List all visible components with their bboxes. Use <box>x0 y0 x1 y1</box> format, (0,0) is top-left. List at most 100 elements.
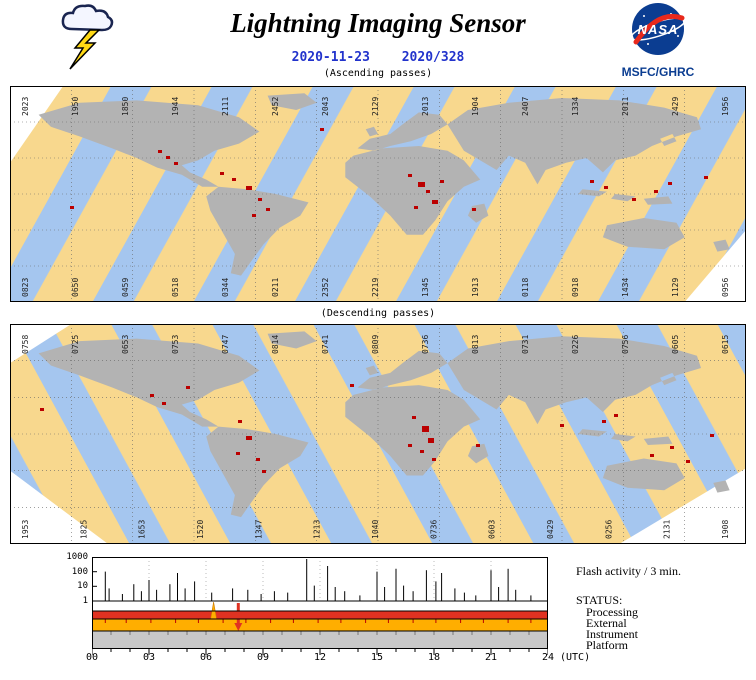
lightning-flash-mark <box>650 454 654 457</box>
status-row-processing: Processing <box>586 605 638 619</box>
status-bar-external <box>92 611 548 619</box>
no-coverage-wedge <box>684 230 746 302</box>
date-doy-link[interactable]: 2020/328 <box>401 50 465 65</box>
lightning-flash-mark <box>246 186 252 190</box>
orbit-number: 0605 <box>671 335 680 354</box>
orbit-number: 0731 <box>521 335 530 354</box>
lightning-flash-mark <box>158 150 162 153</box>
orbit-number: 0809 <box>371 335 380 354</box>
orbit-number: 0756 <box>621 335 630 354</box>
orbit-number: 0256 <box>604 520 613 539</box>
nasa-block: NASA MSFC/GHRC <box>620 2 696 79</box>
status-row-external: External <box>586 616 627 630</box>
date-iso-link[interactable]: 2020-11-23 <box>291 50 370 65</box>
x-tick-label: 06 <box>200 652 213 663</box>
y-tick-label: 1 <box>82 596 88 606</box>
orbit-number: 1434 <box>621 278 630 297</box>
lightning-flash-mark <box>166 156 170 159</box>
page-title: Lightning Imaging Sensor <box>230 8 526 38</box>
status-row-platform: Platform <box>586 638 628 652</box>
lightning-flash-mark <box>668 182 672 185</box>
x-tick-label: 00 <box>86 652 99 663</box>
status-bar-processing <box>92 601 548 611</box>
status-row-instrument: Instrument <box>586 627 638 641</box>
lightning-flash-mark <box>604 186 608 189</box>
lightning-flash-mark <box>710 434 714 437</box>
status-label: STATUS: <box>576 593 623 607</box>
lightning-flash-mark <box>440 180 444 183</box>
orbit-number: 1950 <box>71 97 80 116</box>
lightning-flash-mark <box>246 436 252 440</box>
orbit-number: 2043 <box>321 97 330 116</box>
lightning-flash-mark <box>162 402 166 405</box>
lightning-flash-mark <box>602 420 606 423</box>
lightning-flash-mark <box>186 386 190 389</box>
orbit-number: 0459 <box>121 278 130 297</box>
x-tick-label: 18 <box>428 652 441 663</box>
lightning-bolt-icon <box>69 29 101 70</box>
y-tick-label: 1000 <box>66 552 88 562</box>
lightning-flash-mark <box>238 420 242 423</box>
lightning-flash-mark <box>670 446 674 449</box>
orbit-number: 0747 <box>221 335 230 354</box>
x-tick-label: 03 <box>143 652 156 663</box>
nasa-logo[interactable]: NASA <box>626 2 690 58</box>
orbit-number: 2131 <box>663 520 672 539</box>
y-tick-label: 100 <box>71 566 88 577</box>
orbit-number: 1213 <box>313 520 322 539</box>
orbit-number: 1904 <box>471 97 480 116</box>
x-axis-unit: (UTC) <box>560 652 591 663</box>
lightning-flash-mark <box>252 214 256 217</box>
ascending-passes-caption: (Ascending passes) <box>323 68 433 79</box>
lightning-flash-mark <box>232 178 236 181</box>
map-overlay-ascending: 2023 1950 1850 1944 2111 2452 2043 2129 2013 1904… <box>10 86 746 302</box>
orbit-number: 0823 <box>21 278 30 297</box>
orbit-number: 0918 <box>571 278 580 297</box>
orbit-number: 1040 <box>371 520 380 539</box>
lightning-flash-mark <box>258 198 262 201</box>
no-coverage-wedge <box>10 324 72 364</box>
orbit-number: 0956 <box>721 278 730 297</box>
orbit-number: 1953 <box>21 520 30 539</box>
lightning-flash-mark <box>220 172 224 175</box>
lightning-flash-mark <box>704 176 708 179</box>
x-tick-label: 24 <box>542 652 555 663</box>
orbit-number: 0344 <box>221 278 230 297</box>
orbit-number: 0518 <box>171 278 180 297</box>
lightning-flash-mark <box>414 206 418 209</box>
orbit-number: 0736 <box>429 520 438 539</box>
flash-activity-label: Flash activity / 3 min. <box>576 564 681 578</box>
map-descending: 0758 0725 0653 0753 0747 0814 0741 0809 0736 0813… <box>10 324 746 544</box>
lightning-flash-mark <box>428 438 434 443</box>
orbit-number: 1129 <box>671 278 680 297</box>
orbit-number: 0650 <box>71 278 80 297</box>
lightning-flash-mark <box>70 206 74 209</box>
lightning-flash-mark <box>320 128 324 131</box>
lightning-flash-mark <box>350 384 354 387</box>
lightning-flash-mark <box>420 450 424 453</box>
lightning-flash-mark <box>476 444 480 447</box>
orbit-number: 2023 <box>21 97 30 116</box>
orbit-number: 1334 <box>571 97 580 116</box>
orbit-number: 2452 <box>271 97 280 116</box>
chart-x-axis: 00 03 06 09 12 15 18 21 24 (UTC) <box>86 652 652 666</box>
orbit-number: 1908 <box>721 520 730 539</box>
orbit-number: 2407 <box>521 97 530 116</box>
orbit-number: 0429 <box>546 520 555 539</box>
status-bar-platform <box>92 631 548 649</box>
lightning-flash-mark <box>418 182 425 187</box>
chart-y-axis: 1000 100 10 1 <box>52 552 88 607</box>
lightning-flash-mark <box>432 200 438 204</box>
orbit-number: 0615 <box>721 335 730 354</box>
orbit-number: 0653 <box>121 335 130 354</box>
lightning-flash-mark <box>256 458 260 461</box>
orbit-number: 1850 <box>121 97 130 116</box>
lightning-flash-mark <box>472 208 476 211</box>
red-swoosh <box>633 14 685 45</box>
orbit-number: 0758 <box>21 335 30 354</box>
storm-cloud-lightning-icon <box>60 3 114 76</box>
orbit-number: 1347 <box>254 520 263 539</box>
orbit-number: 0725 <box>71 335 80 354</box>
orbit-number: 0211 <box>271 278 280 297</box>
orbit-number: 2111 <box>221 97 230 116</box>
